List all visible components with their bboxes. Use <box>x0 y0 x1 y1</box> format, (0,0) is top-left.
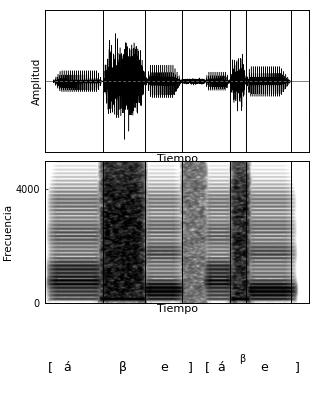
Y-axis label: Frecuencia: Frecuencia <box>3 204 12 260</box>
Y-axis label: Amplitud: Amplitud <box>32 58 42 105</box>
Text: ]: ] <box>188 361 193 374</box>
Text: β: β <box>239 354 245 364</box>
X-axis label: Tiempo: Tiempo <box>157 304 197 314</box>
Text: e: e <box>261 361 268 374</box>
Text: ]: ] <box>295 361 300 374</box>
Text: [: [ <box>205 361 210 374</box>
Text: á: á <box>217 361 225 374</box>
Text: [: [ <box>48 361 52 374</box>
Text: β: β <box>119 361 127 374</box>
Text: á: á <box>63 361 71 374</box>
X-axis label: Tiempo: Tiempo <box>157 154 197 164</box>
Text: e: e <box>160 361 168 374</box>
